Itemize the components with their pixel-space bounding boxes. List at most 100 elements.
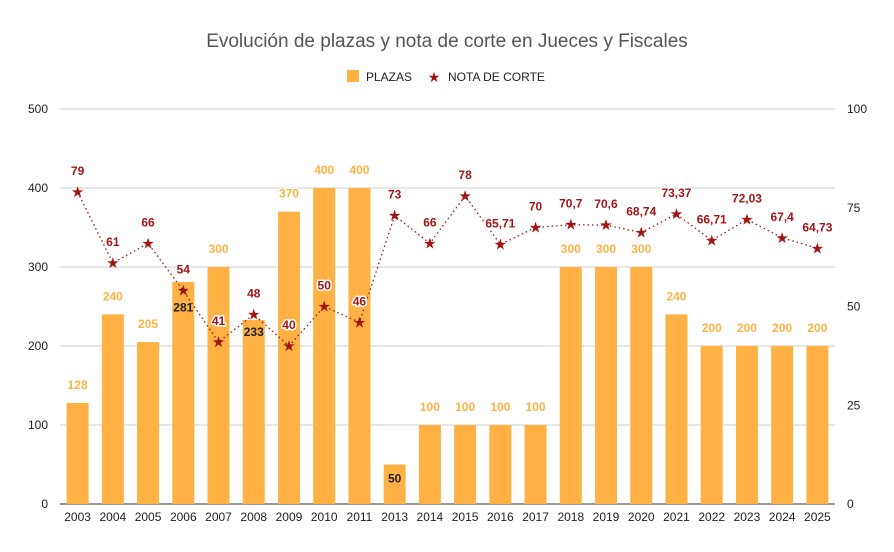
x-tick-label: 2017 — [522, 510, 549, 524]
x-tick-label: 2014 — [417, 510, 444, 524]
nota-label: 70,7 — [559, 197, 583, 211]
x-tick-label: 2003 — [64, 510, 91, 524]
nota-label: 64,73 — [802, 220, 832, 234]
nota-label: 65,71 — [485, 216, 515, 230]
right-tick-label: 50 — [847, 300, 861, 314]
left-tick-label: 100 — [28, 418, 48, 432]
left-tick-label: 300 — [28, 260, 48, 274]
right-tick-label: 25 — [847, 398, 861, 412]
nota-point-star: ★ — [670, 206, 683, 223]
nota-point-star: ★ — [71, 184, 84, 201]
bar — [665, 314, 688, 504]
right-tick-label: 75 — [847, 201, 861, 215]
right-tick-label: 100 — [847, 102, 867, 116]
nota-label: 70 — [529, 200, 543, 214]
nota-label: 48 — [247, 286, 261, 300]
bar — [101, 314, 124, 504]
bar — [418, 425, 441, 504]
left-tick-label: 500 — [28, 102, 48, 116]
bar-label: 100 — [526, 400, 546, 414]
left-tick-label: 0 — [41, 497, 48, 511]
x-tick-label: 2024 — [769, 510, 796, 524]
nota-label: 72,03 — [732, 191, 762, 205]
x-tick-label: 2004 — [99, 510, 126, 524]
nota-label: 67,4 — [770, 210, 794, 224]
nota-label: 66 — [141, 215, 155, 229]
nota-point-star: ★ — [564, 217, 577, 234]
bar — [383, 464, 406, 504]
bar — [242, 319, 265, 504]
nota-point-star: ★ — [740, 211, 753, 228]
bar-label: 233 — [244, 325, 264, 339]
bar-label: 100 — [420, 400, 440, 414]
nota-point-star: ★ — [212, 334, 225, 351]
nota-point-star: ★ — [317, 299, 330, 316]
bar-label: 200 — [807, 321, 827, 335]
nota-point-star: ★ — [106, 255, 119, 272]
x-tick-label: 2023 — [734, 510, 761, 524]
bar-label: 200 — [702, 321, 722, 335]
bar — [524, 425, 547, 504]
legend-star-icon: ★ — [428, 69, 441, 85]
x-tick-label: 2007 — [205, 510, 232, 524]
bar — [172, 282, 195, 504]
bar — [735, 346, 758, 504]
bar — [559, 267, 582, 504]
legend: PLAZAS ★ NOTA DE CORTE — [347, 69, 545, 85]
nota-point-star: ★ — [423, 235, 436, 252]
x-tick-label: 2020 — [628, 510, 655, 524]
bar-label: 100 — [455, 400, 475, 414]
bar-label: 300 — [631, 242, 651, 256]
nota-point-star: ★ — [599, 217, 612, 234]
bar-label: 100 — [490, 400, 510, 414]
bar-label: 370 — [279, 187, 299, 201]
bar-label: 200 — [772, 321, 792, 335]
nota-label: 40 — [282, 318, 296, 332]
nota-point-star: ★ — [458, 188, 471, 205]
x-tick-label: 2025 — [804, 510, 831, 524]
bar — [454, 425, 477, 504]
bar — [66, 402, 89, 504]
nota-point-star: ★ — [282, 338, 295, 355]
left-tick-label: 400 — [28, 181, 48, 195]
nota-label: 73 — [388, 188, 402, 202]
nota-point-star: ★ — [494, 236, 507, 253]
bar-label: 200 — [737, 321, 757, 335]
bar — [137, 342, 160, 504]
nota-label: 79 — [71, 164, 85, 178]
nota-label: 54 — [177, 263, 191, 277]
bar — [313, 188, 336, 504]
x-tick-label: 2013 — [381, 510, 408, 524]
x-tick-label: 2021 — [663, 510, 690, 524]
bar-label: 300 — [209, 242, 229, 256]
bar-label: 240 — [666, 289, 686, 303]
x-tick-label: 2016 — [487, 510, 514, 524]
nota-point-star: ★ — [811, 240, 824, 257]
legend-label-nota: NOTA DE CORTE — [448, 70, 545, 84]
nota-point-star: ★ — [353, 314, 366, 331]
nota-label: 66,71 — [697, 212, 727, 226]
bar-label: 128 — [68, 378, 88, 392]
right-tick-label: 0 — [847, 497, 854, 511]
x-tick-label: 2011 — [347, 510, 373, 524]
x-tick-label: 2009 — [276, 510, 303, 524]
x-tick-label: 2022 — [698, 510, 725, 524]
x-tick-label: 2008 — [240, 510, 267, 524]
bar-label: 400 — [314, 163, 334, 177]
left-tick-label: 200 — [28, 339, 48, 353]
bar — [630, 267, 653, 504]
nota-label: 61 — [106, 235, 120, 249]
nota-label: 66 — [423, 215, 437, 229]
nota-point-star: ★ — [141, 235, 154, 252]
x-tick-label: 2018 — [557, 510, 584, 524]
bar — [348, 188, 371, 504]
nota-label: 41 — [212, 314, 226, 328]
bar-label: 205 — [138, 317, 158, 331]
bar-label: 300 — [561, 242, 581, 256]
x-tick-label: 2005 — [135, 510, 162, 524]
x-tick-label: 2010 — [311, 510, 338, 524]
bar-label: 300 — [596, 242, 616, 256]
bar — [595, 267, 618, 504]
chart-title: Evolución de plazas y nota de corte en J… — [206, 31, 688, 52]
x-tick-label: 2019 — [593, 510, 620, 524]
